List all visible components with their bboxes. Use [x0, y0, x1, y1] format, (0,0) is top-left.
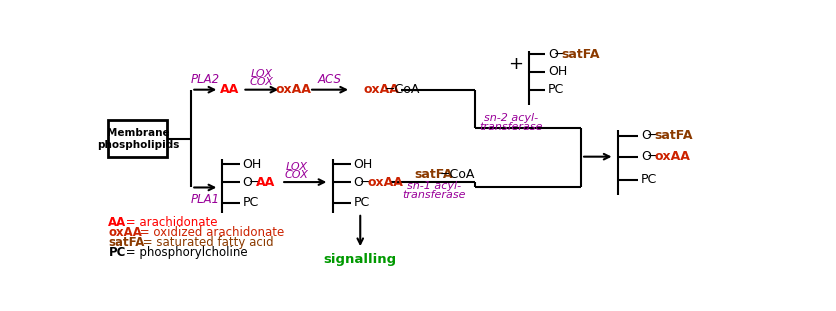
- Text: signalling: signalling: [324, 253, 397, 266]
- Text: OH: OH: [548, 66, 567, 78]
- Text: sn-1 acyl-: sn-1 acyl-: [407, 181, 461, 191]
- Text: transferase: transferase: [480, 123, 543, 132]
- Text: = arachidonate: = arachidonate: [122, 216, 218, 229]
- Text: AA: AA: [109, 216, 126, 229]
- Text: PLA2: PLA2: [191, 73, 220, 86]
- Text: satFA: satFA: [415, 168, 453, 181]
- Text: oxAA: oxAA: [364, 83, 400, 96]
- Text: PC: PC: [641, 173, 657, 186]
- Text: oxAA: oxAA: [367, 176, 403, 188]
- Text: ACS: ACS: [318, 73, 342, 86]
- Text: LOX: LOX: [286, 162, 308, 172]
- Text: +: +: [507, 55, 522, 73]
- Text: PC: PC: [548, 83, 564, 96]
- Text: oxAA: oxAA: [276, 83, 312, 96]
- Text: COX: COX: [250, 77, 273, 87]
- Text: −: −: [554, 48, 564, 61]
- Text: −CoA: −CoA: [439, 168, 475, 181]
- Text: O: O: [641, 129, 650, 142]
- Text: satFA: satFA: [109, 236, 145, 248]
- Text: Membrane
phospholipids: Membrane phospholipids: [97, 128, 179, 150]
- Text: LOX: LOX: [251, 68, 273, 78]
- Text: AA: AA: [221, 83, 240, 96]
- Text: OH: OH: [242, 158, 262, 171]
- Text: transferase: transferase: [402, 190, 466, 200]
- Text: O: O: [548, 48, 558, 61]
- Text: PC: PC: [109, 246, 125, 259]
- Text: AA: AA: [257, 176, 276, 188]
- Text: = phosphorylcholine: = phosphorylcholine: [122, 246, 248, 259]
- Text: PC: PC: [354, 196, 370, 209]
- Text: = oxidized arachidonate: = oxidized arachidonate: [135, 225, 283, 239]
- Text: OH: OH: [354, 158, 373, 171]
- Text: O: O: [354, 176, 363, 188]
- Text: COX: COX: [285, 170, 308, 180]
- Text: −: −: [647, 150, 657, 163]
- Text: −CoA: −CoA: [385, 83, 421, 96]
- Text: oxAA: oxAA: [109, 225, 142, 239]
- Text: = saturated fatty acid: = saturated fatty acid: [140, 236, 274, 248]
- Text: PC: PC: [242, 196, 258, 209]
- Text: oxAA: oxAA: [655, 150, 691, 163]
- Text: −: −: [647, 129, 657, 142]
- Text: O: O: [641, 150, 650, 163]
- Text: satFA: satFA: [562, 48, 600, 61]
- Bar: [109, 120, 167, 157]
- Text: −: −: [359, 176, 370, 188]
- Text: O: O: [242, 176, 252, 188]
- Text: −: −: [248, 176, 259, 188]
- Text: satFA: satFA: [655, 129, 693, 142]
- Text: PLA1: PLA1: [191, 193, 220, 206]
- Text: sn-2 acyl-: sn-2 acyl-: [484, 113, 538, 123]
